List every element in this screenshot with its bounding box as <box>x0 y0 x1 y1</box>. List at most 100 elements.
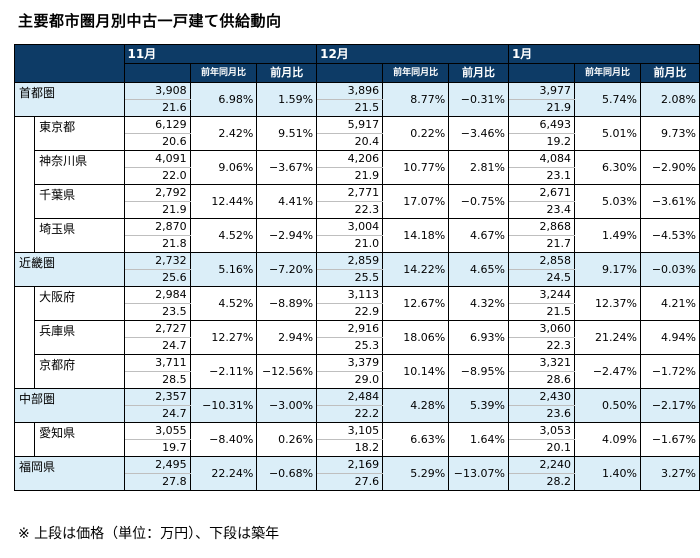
yoy-value: 12.37% <box>574 286 641 321</box>
prefecture-label: 大阪府 <box>34 286 125 321</box>
age-value: 19.7 <box>123 439 191 457</box>
header-month: 1月 <box>507 44 700 64</box>
indent-spacer <box>13 422 36 457</box>
price-value: 3,053 <box>507 422 576 440</box>
price-value: 2,484 <box>316 388 384 406</box>
mom-value: −2.90% <box>640 150 700 185</box>
price-value: 4,206 <box>316 150 384 168</box>
table-row: 愛知県 3,055 −8.40% 0.26% 3,105 6.63% 1.64% 3,053 4… <box>13 422 700 457</box>
mom-value: −4.53% <box>640 218 700 253</box>
prefecture-label: 愛知県 <box>34 422 125 457</box>
header-yoy: 前年同月比 <box>189 63 258 83</box>
table-row: 24.7 22.2 23.6 <box>15 405 700 423</box>
yoy-value: −10.31% <box>189 388 258 423</box>
price-value: 2,240 <box>507 456 576 474</box>
price-value: 6,493 <box>507 116 576 134</box>
mom-value: 1.64% <box>448 422 509 457</box>
table-row: 兵庫県 2,727 12.27% 2.94% 2,916 18.06% 6.93% 3,060… <box>13 320 700 355</box>
age-value: 20.1 <box>507 439 576 457</box>
table-row: 東京都 6,129 2.42% 9.51% 5,917 0.22% −3.46% 6,493 5… <box>13 116 700 151</box>
mom-value: −2.94% <box>256 218 318 253</box>
price-value: 3,055 <box>123 422 191 440</box>
yoy-value: 8.77% <box>382 82 450 117</box>
yoy-value: 6.63% <box>382 422 450 457</box>
price-value: 2,858 <box>507 252 576 270</box>
prefecture-label: 東京都 <box>34 116 125 151</box>
yoy-value: −2.47% <box>574 354 641 389</box>
price-value: 2,732 <box>123 252 191 270</box>
yoy-value: 10.14% <box>382 354 450 389</box>
age-value: 23.5 <box>123 303 191 321</box>
table-row: 20.6 20.4 19.2 <box>15 133 700 151</box>
yoy-value: 22.24% <box>189 456 258 491</box>
mom-value: −0.31% <box>448 82 509 117</box>
yoy-value: 0.50% <box>574 388 641 423</box>
header-yoy: 前年同月比 <box>574 63 641 83</box>
table-row: 福岡県 2,495 22.24% −0.68% 2,169 5.29% −13.07% 2,2… <box>14 456 700 491</box>
age-value: 21.9 <box>507 99 576 117</box>
header-row-months: 11月 12月 1月 <box>14 44 700 83</box>
price-value: 2,792 <box>123 184 191 202</box>
mom-value: 3.27% <box>640 456 700 491</box>
yoy-value: 18.06% <box>382 320 450 355</box>
page-title: 主要都市圏月別中古一戸建て供給動向 <box>18 12 282 30</box>
yoy-value: 12.67% <box>382 286 450 321</box>
mom-value: 4.94% <box>640 320 700 355</box>
yoy-value: 1.40% <box>574 456 641 491</box>
price-value: 3,896 <box>316 82 384 100</box>
age-value: 22.3 <box>507 337 576 355</box>
header-mom: 前月比 <box>256 63 318 83</box>
age-value: 23.4 <box>507 201 576 219</box>
table-row: 22.0 21.9 23.1 <box>15 167 700 185</box>
indent-spacer <box>13 116 36 151</box>
header-blank <box>316 63 384 83</box>
price-value: 6,129 <box>123 116 191 134</box>
table-row: 21.8 21.0 21.7 <box>15 235 700 253</box>
age-value: 22.9 <box>316 303 384 321</box>
age-value: 28.6 <box>507 371 576 389</box>
age-value: 21.7 <box>507 235 576 253</box>
yoy-value: 14.22% <box>382 252 450 287</box>
yoy-value: 12.27% <box>189 320 258 355</box>
indent-spacer <box>13 286 36 321</box>
age-value: 19.2 <box>507 133 576 151</box>
yoy-value: 17.07% <box>382 184 450 219</box>
mom-value: −3.46% <box>448 116 509 151</box>
header-mom: 前月比 <box>448 63 509 83</box>
table-row: 大阪府 2,984 4.52% −8.89% 3,113 12.67% 4.32% 3,244… <box>13 286 700 321</box>
mom-value: −3.00% <box>256 388 318 423</box>
supply-table: 11月 12月 1月 前年同月比 前月比 前年同月比 前月比 前年同月比 前月比 首都圏 3,908… <box>13 44 700 491</box>
mom-value: 1.59% <box>256 82 318 117</box>
age-value: 24.5 <box>507 269 576 287</box>
age-value: 23.6 <box>507 405 576 423</box>
age-value: 21.5 <box>316 99 384 117</box>
yoy-value: 9.17% <box>574 252 641 287</box>
yoy-value: 1.49% <box>574 218 641 253</box>
yoy-value: 10.77% <box>382 150 450 185</box>
price-value: 2,984 <box>123 286 191 304</box>
yoy-value: 5.16% <box>189 252 258 287</box>
mom-value: −8.89% <box>256 286 318 321</box>
age-value: 21.9 <box>123 201 191 219</box>
age-value: 25.6 <box>123 269 191 287</box>
mom-value: 2.94% <box>256 320 318 355</box>
price-value: 2,859 <box>316 252 384 270</box>
region-label: 近畿圏 <box>14 252 125 287</box>
age-value: 27.8 <box>123 473 191 491</box>
table-row: 28.5 29.0 28.6 <box>15 371 700 389</box>
yoy-value: 4.09% <box>574 422 641 457</box>
yoy-value: −2.11% <box>189 354 258 389</box>
mom-value: −3.67% <box>256 150 318 185</box>
mom-value: 9.73% <box>640 116 700 151</box>
price-value: 3,004 <box>316 218 384 236</box>
price-value: 2,771 <box>316 184 384 202</box>
yoy-value: 0.22% <box>382 116 450 151</box>
price-value: 3,105 <box>316 422 384 440</box>
age-value: 28.5 <box>123 371 191 389</box>
price-value: 2,495 <box>123 456 191 474</box>
age-value: 21.9 <box>316 167 384 185</box>
age-value: 21.8 <box>123 235 191 253</box>
price-value: 3,244 <box>507 286 576 304</box>
price-value: 3,908 <box>123 82 191 100</box>
yoy-value: 21.24% <box>574 320 641 355</box>
